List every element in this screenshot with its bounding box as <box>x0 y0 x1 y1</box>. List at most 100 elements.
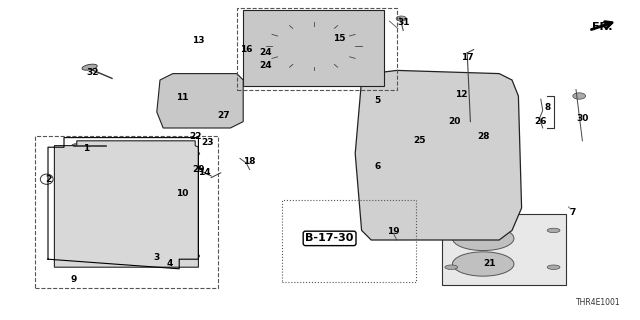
Text: FR.: FR. <box>592 22 612 32</box>
Ellipse shape <box>384 187 493 229</box>
Ellipse shape <box>445 228 458 233</box>
Ellipse shape <box>388 146 412 155</box>
Ellipse shape <box>388 194 412 203</box>
Ellipse shape <box>272 61 285 67</box>
Ellipse shape <box>116 252 140 260</box>
Text: B-17-30: B-17-30 <box>305 233 354 244</box>
Text: 24: 24 <box>259 61 272 70</box>
Bar <box>237 8 397 90</box>
Ellipse shape <box>372 223 389 228</box>
Text: 12: 12 <box>454 90 467 99</box>
Ellipse shape <box>573 93 586 99</box>
Text: 16: 16 <box>240 45 253 54</box>
Text: 27: 27 <box>218 111 230 120</box>
Ellipse shape <box>90 189 160 207</box>
Ellipse shape <box>184 151 200 156</box>
Text: 5: 5 <box>374 96 381 105</box>
Ellipse shape <box>259 51 272 58</box>
Ellipse shape <box>77 154 173 179</box>
Ellipse shape <box>184 253 200 259</box>
Ellipse shape <box>151 253 169 259</box>
Ellipse shape <box>453 117 462 123</box>
Ellipse shape <box>259 64 272 70</box>
Ellipse shape <box>90 157 160 175</box>
Text: 23: 23 <box>202 138 214 147</box>
Text: 15: 15 <box>333 34 346 43</box>
Text: 25: 25 <box>413 136 426 145</box>
Ellipse shape <box>452 226 514 251</box>
Ellipse shape <box>272 26 355 67</box>
Ellipse shape <box>90 228 160 246</box>
Text: 7: 7 <box>570 208 576 217</box>
Ellipse shape <box>400 194 477 222</box>
Polygon shape <box>157 74 243 128</box>
Text: 3: 3 <box>154 253 160 262</box>
Ellipse shape <box>56 151 72 156</box>
Ellipse shape <box>384 91 493 133</box>
Ellipse shape <box>56 253 72 259</box>
Text: 9: 9 <box>70 276 77 284</box>
Ellipse shape <box>445 265 458 269</box>
Ellipse shape <box>77 224 173 250</box>
Text: 8: 8 <box>544 103 550 112</box>
Ellipse shape <box>288 34 339 59</box>
Ellipse shape <box>465 146 488 155</box>
Text: 31: 31 <box>397 18 410 27</box>
Text: 30: 30 <box>576 114 589 123</box>
Ellipse shape <box>384 139 493 181</box>
Text: 18: 18 <box>243 157 256 166</box>
Text: 14: 14 <box>198 168 211 177</box>
Ellipse shape <box>77 186 173 211</box>
Text: 17: 17 <box>461 53 474 62</box>
Text: 4: 4 <box>166 260 173 268</box>
Ellipse shape <box>491 84 508 89</box>
Ellipse shape <box>386 227 401 234</box>
Polygon shape <box>243 10 384 86</box>
Ellipse shape <box>374 96 385 102</box>
Bar <box>35 136 218 288</box>
Bar <box>282 200 416 282</box>
Text: 21: 21 <box>483 260 496 268</box>
Ellipse shape <box>491 223 508 228</box>
Text: 26: 26 <box>534 117 547 126</box>
Polygon shape <box>54 141 198 267</box>
Ellipse shape <box>82 64 97 70</box>
Polygon shape <box>355 70 522 240</box>
Text: 29: 29 <box>192 165 205 174</box>
Text: 32: 32 <box>86 68 99 76</box>
Ellipse shape <box>200 122 210 127</box>
Ellipse shape <box>547 265 560 269</box>
Ellipse shape <box>72 144 82 148</box>
Text: 10: 10 <box>176 189 189 198</box>
Ellipse shape <box>465 194 488 203</box>
Ellipse shape <box>465 105 488 113</box>
Ellipse shape <box>400 146 477 174</box>
Text: 22: 22 <box>189 132 202 140</box>
Ellipse shape <box>388 105 412 113</box>
Text: THR4E1001: THR4E1001 <box>576 298 621 307</box>
Text: 20: 20 <box>448 117 461 126</box>
Ellipse shape <box>189 165 201 171</box>
Ellipse shape <box>413 138 422 143</box>
Text: 28: 28 <box>477 132 490 140</box>
Ellipse shape <box>188 92 216 109</box>
Text: 13: 13 <box>192 36 205 44</box>
Ellipse shape <box>400 98 477 126</box>
Ellipse shape <box>218 111 230 117</box>
Ellipse shape <box>396 16 406 21</box>
Ellipse shape <box>452 252 514 276</box>
Text: 2: 2 <box>45 175 51 184</box>
Text: 6: 6 <box>374 162 381 171</box>
Text: 1: 1 <box>83 144 90 153</box>
Text: 24: 24 <box>259 48 272 57</box>
Ellipse shape <box>372 84 389 89</box>
Ellipse shape <box>272 48 285 54</box>
Text: 19: 19 <box>387 228 400 236</box>
Ellipse shape <box>477 132 486 138</box>
Text: 11: 11 <box>176 93 189 102</box>
Ellipse shape <box>205 116 217 121</box>
Ellipse shape <box>547 228 560 233</box>
Ellipse shape <box>369 164 382 169</box>
Ellipse shape <box>457 89 467 94</box>
Ellipse shape <box>179 88 224 114</box>
